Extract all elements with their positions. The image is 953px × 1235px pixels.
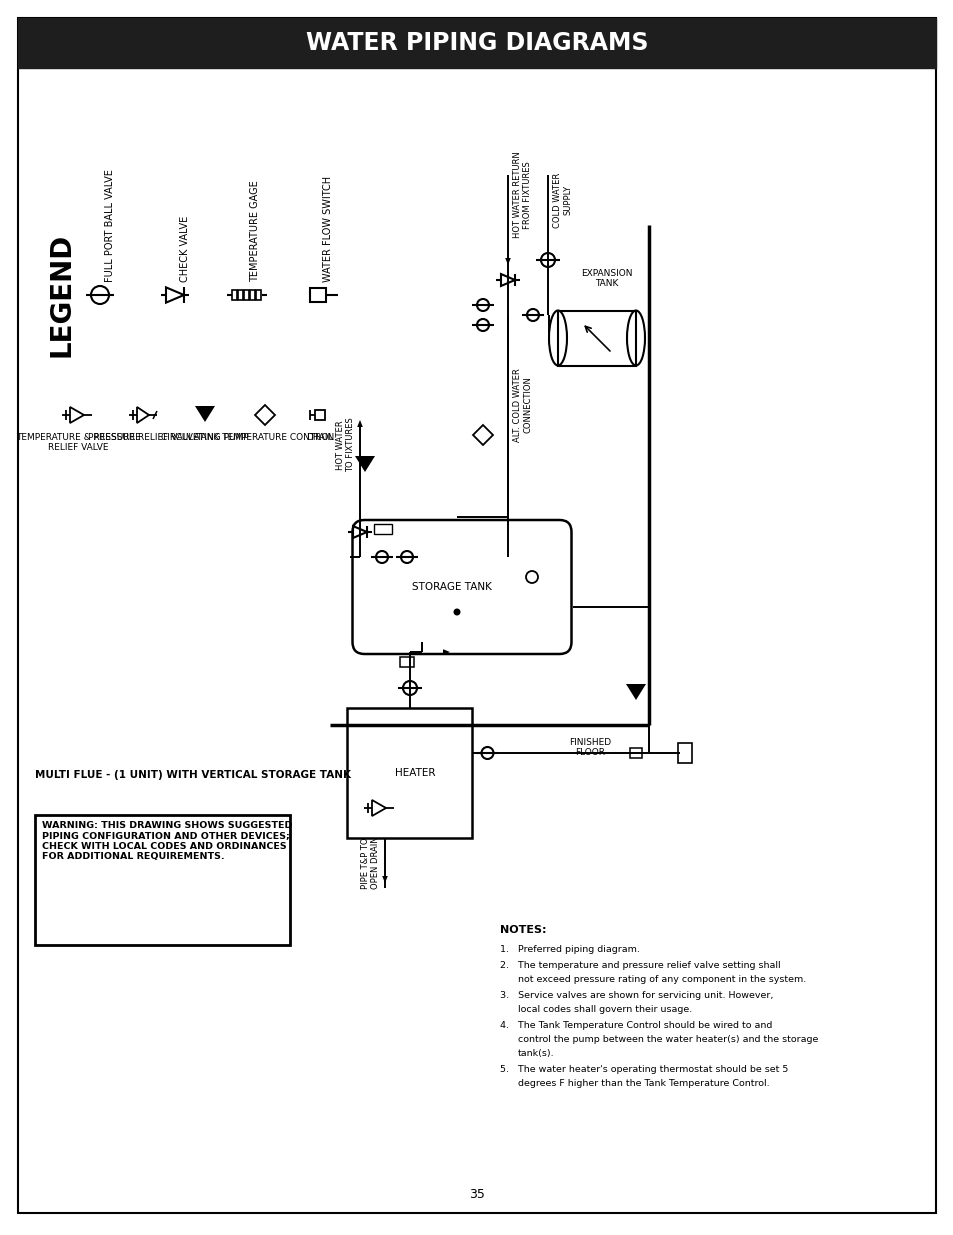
Text: 35: 35 — [469, 1188, 484, 1202]
Text: 2.   The temperature and pressure relief valve setting shall: 2. The temperature and pressure relief v… — [499, 961, 780, 969]
Polygon shape — [194, 406, 214, 422]
Text: EXPANSION
TANK: EXPANSION TANK — [580, 269, 632, 289]
Text: TANK TEMPERATURE CONTROL: TANK TEMPERATURE CONTROL — [196, 433, 334, 442]
Polygon shape — [442, 650, 450, 655]
Bar — [250, 290, 255, 300]
Text: PRESSURE RELIEF VALVE: PRESSURE RELIEF VALVE — [88, 433, 198, 442]
Bar — [399, 657, 414, 667]
Bar — [558, 310, 636, 366]
Bar — [678, 743, 691, 763]
Text: DRAIN: DRAIN — [306, 433, 334, 442]
Text: 3.   Service valves are shown for servicing unit. However,: 3. Service valves are shown for servicin… — [499, 990, 773, 1000]
Text: FINISHED
FLOOR: FINISHED FLOOR — [568, 739, 611, 757]
Text: HOT WATER
TO FIXTURES: HOT WATER TO FIXTURES — [335, 417, 355, 472]
Text: COLD WATER
SUPPLY: COLD WATER SUPPLY — [553, 173, 572, 227]
Bar — [375, 524, 392, 534]
Bar — [18, 19, 935, 68]
Bar — [310, 288, 326, 303]
Text: 5.   The water heater's operating thermostat should be set 5: 5. The water heater's operating thermost… — [499, 1065, 787, 1074]
Text: 4.   The Tank Temperature Control should be wired to and: 4. The Tank Temperature Control should b… — [499, 1021, 772, 1030]
Text: STORAGE TANK: STORAGE TANK — [412, 582, 492, 592]
Polygon shape — [356, 420, 362, 427]
Text: degrees F higher than the Tank Temperature Control.: degrees F higher than the Tank Temperatu… — [517, 1079, 769, 1088]
Polygon shape — [382, 876, 387, 883]
Text: TEMPERATURE & PRESSURE
RELIEF VALVE: TEMPERATURE & PRESSURE RELIEF VALVE — [15, 433, 140, 452]
Text: local codes shall govern their usage.: local codes shall govern their usage. — [517, 1005, 692, 1014]
Bar — [237, 290, 243, 300]
Bar — [314, 410, 325, 420]
Text: NOTES:: NOTES: — [499, 925, 546, 935]
Text: PIPE T&P TO
OPEN DRAIN: PIPE T&P TO OPEN DRAIN — [360, 836, 379, 889]
Polygon shape — [355, 456, 375, 472]
Text: CHECK VALVE: CHECK VALVE — [180, 216, 190, 282]
Text: tank(s).: tank(s). — [517, 1049, 554, 1058]
Bar — [35, 815, 290, 945]
Polygon shape — [625, 684, 645, 700]
Text: LEGEND: LEGEND — [48, 233, 76, 357]
Text: HEATER: HEATER — [395, 768, 435, 778]
Text: not exceed pressure rating of any component in the system.: not exceed pressure rating of any compon… — [517, 974, 805, 984]
Bar — [629, 748, 641, 758]
Bar — [232, 290, 237, 300]
Text: TEMPERATURE GAGE: TEMPERATURE GAGE — [250, 180, 260, 282]
Text: MULTI FLUE - (1 UNIT) WITH VERTICAL STORAGE TANK: MULTI FLUE - (1 UNIT) WITH VERTICAL STOR… — [35, 769, 351, 781]
Bar — [244, 290, 250, 300]
Text: control the pump between the water heater(s) and the storage: control the pump between the water heate… — [517, 1035, 818, 1044]
Bar — [347, 708, 472, 839]
Circle shape — [453, 609, 460, 615]
Text: CIRCULATING PUMP: CIRCULATING PUMP — [161, 433, 249, 442]
Bar — [255, 290, 261, 300]
Text: 1.   Preferred piping diagram.: 1. Preferred piping diagram. — [499, 945, 639, 953]
Text: WARNING: THIS DRAWING SHOWS SUGGESTED
PIPING CONFIGURATION AND OTHER DEVICES;
CH: WARNING: THIS DRAWING SHOWS SUGGESTED PI… — [42, 821, 292, 861]
Polygon shape — [505, 258, 510, 266]
Text: WATER FLOW SWITCH: WATER FLOW SWITCH — [323, 175, 333, 282]
Text: FULL PORT BALL VALVE: FULL PORT BALL VALVE — [105, 169, 115, 282]
Text: WATER PIPING DIAGRAMS: WATER PIPING DIAGRAMS — [305, 31, 648, 56]
Text: ALT. COLD WATER
CONNECTION: ALT. COLD WATER CONNECTION — [513, 368, 532, 442]
Text: HOT WATER RETURN
FROM FIXTURES: HOT WATER RETURN FROM FIXTURES — [513, 152, 532, 238]
